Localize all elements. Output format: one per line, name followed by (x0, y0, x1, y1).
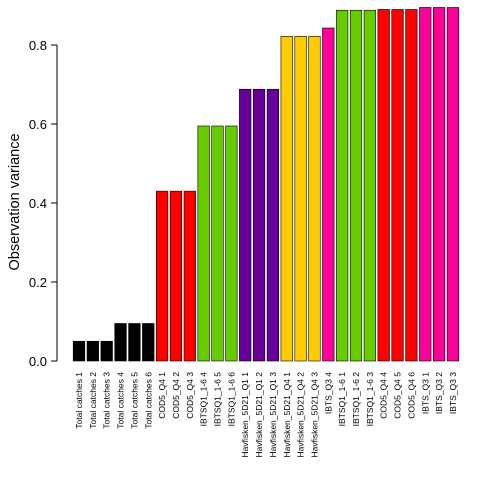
bars (72, 7, 460, 362)
bar (128, 323, 141, 362)
bar (252, 88, 266, 362)
bar (391, 9, 404, 362)
x-category-label: COD5_Q4 5 (393, 372, 403, 419)
bar (363, 9, 376, 362)
x-category-label: Havfisken_5D21_Q4 1 (282, 372, 292, 458)
x-category-label: IBTSQ1_1-6 1 (337, 372, 347, 427)
x-category-label: Total catches 6 (143, 372, 153, 429)
x-category-label: IBTSQ1_1-6 3 (365, 372, 375, 427)
x-category-label: IBTSQ1_1-6 4 (199, 372, 209, 427)
bar (239, 88, 252, 362)
x-category-label: IBTS_Q3 4 (323, 372, 333, 414)
bar (100, 340, 113, 362)
bar (336, 9, 349, 362)
y-tick-label: 0.6 (29, 117, 47, 132)
bar (266, 88, 280, 362)
x-category-label: COD5_Q4 4 (379, 372, 389, 419)
bar (225, 125, 238, 362)
x-category-label: Havfisken_5D21_Q1 2 (254, 372, 264, 458)
x-category-label: IBTSQ1_1-6 6 (226, 372, 236, 427)
bar (211, 125, 224, 362)
bar (86, 340, 99, 362)
x-category-label: Havfisken_5D21_Q4 3 (309, 372, 319, 458)
bar (197, 125, 210, 362)
x-category-label: Total catches 1 (74, 372, 84, 429)
x-category-label: Total catches 3 (102, 372, 112, 429)
bar (405, 9, 418, 362)
x-category-label: Total catches 5 (129, 372, 139, 429)
x-category-label: COD5_Q4 6 (406, 372, 416, 419)
bar (322, 27, 335, 362)
x-category-label: IBTSQ1_1-6 5 (213, 372, 223, 427)
y-tick-label: 0.0 (29, 354, 47, 369)
bar (419, 7, 432, 362)
x-category-label: IBTS_Q3 2 (434, 372, 444, 414)
x-category-label: Havfisken_5D21_Q1 1 (240, 372, 250, 458)
bar (72, 340, 86, 362)
bar (349, 9, 363, 362)
x-category-label: Total catches 4 (116, 372, 126, 429)
bar (432, 7, 446, 362)
bar (114, 323, 127, 362)
y-axis: 0.0 0.2 0.4 0.6 0.8 (29, 38, 58, 369)
y-tick-label: 0.4 (29, 196, 47, 211)
bar (169, 190, 183, 362)
x-category-label: Total catches 2 (88, 372, 98, 429)
bar (294, 36, 307, 362)
bar (446, 7, 460, 362)
x-category-label: IBTSQ1_1-6 2 (351, 372, 361, 427)
bar (377, 9, 390, 362)
x-category-label: COD5_Q4 3 (185, 372, 195, 419)
x-category-label: COD5_Q4 1 (157, 372, 167, 419)
bar (308, 36, 321, 362)
bar (142, 323, 155, 362)
y-tick-label: 0.8 (29, 38, 47, 53)
x-category-label: Havfisken_5D21_Q1 3 (268, 372, 278, 458)
x-category-label: IBTS_Q3 3 (448, 372, 458, 414)
bar (280, 36, 293, 362)
x-axis-labels: Total catches 1 Total catches 2 Total catc… (74, 372, 458, 458)
y-tick-label: 0.2 (29, 275, 47, 290)
y-axis-title: Observation variance (7, 133, 23, 270)
bar (183, 190, 196, 362)
bar (156, 190, 169, 362)
x-category-label: Havfisken_5D21_Q4 2 (296, 372, 306, 458)
x-category-label: IBTS_Q3 1 (420, 372, 430, 414)
x-category-label: COD5_Q4 2 (171, 372, 181, 419)
